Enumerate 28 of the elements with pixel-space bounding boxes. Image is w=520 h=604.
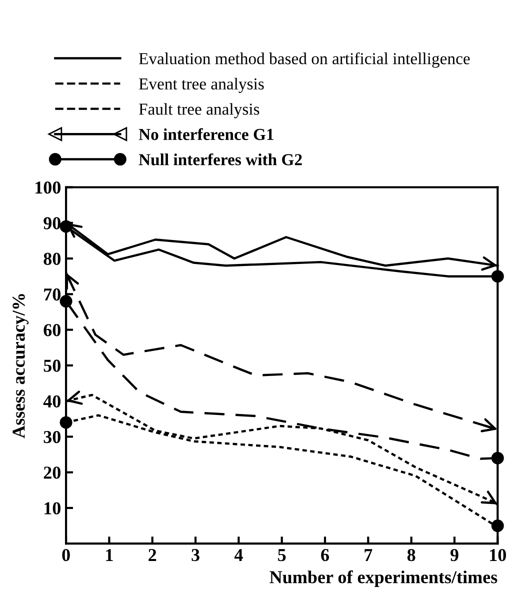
text: No interference G1	[138, 128, 274, 140]
x-axis-title: Number of experiments/times	[270, 570, 498, 587]
y-tick-label: 100	[36, 181, 60, 194]
y-tick-label: 10	[44, 502, 60, 514]
y-tick-label: 50	[44, 360, 60, 372]
y-tick-label: 80	[44, 252, 60, 265]
y-tick-label: 60	[44, 324, 60, 336]
legend-label: Evaluation method based on artificial intelligence	[138, 52, 470, 68]
x-tick-label: 6	[321, 549, 329, 562]
y-tick-label: 90	[44, 217, 60, 230]
x-tick-label: 0	[62, 548, 70, 562]
x-tick-label: 9	[450, 549, 458, 562]
legend-label: Event tree analysis	[138, 78, 264, 93]
x-tick-label: 7	[364, 549, 372, 561]
x-tick-label: 4	[234, 549, 243, 561]
legend-label: Fault tree analysis	[138, 103, 260, 118]
x-tick-label: 3	[192, 549, 200, 562]
y-tick-label: 30	[44, 430, 60, 444]
x-tick-label: 5	[278, 549, 286, 562]
text: Null interferes with G2	[138, 153, 302, 166]
y-tick-label: 70	[44, 288, 60, 301]
x-tick-label: 1	[106, 549, 113, 561]
x-tick-label: 2	[148, 549, 156, 561]
x-tick-label: 8	[407, 548, 416, 562]
y-axis-title: Assess accuracy/%	[12, 294, 29, 438]
y-tick-label: 40	[43, 395, 60, 408]
y-tick-label: 20	[44, 466, 60, 479]
x-tick-label: 10	[490, 548, 506, 562]
